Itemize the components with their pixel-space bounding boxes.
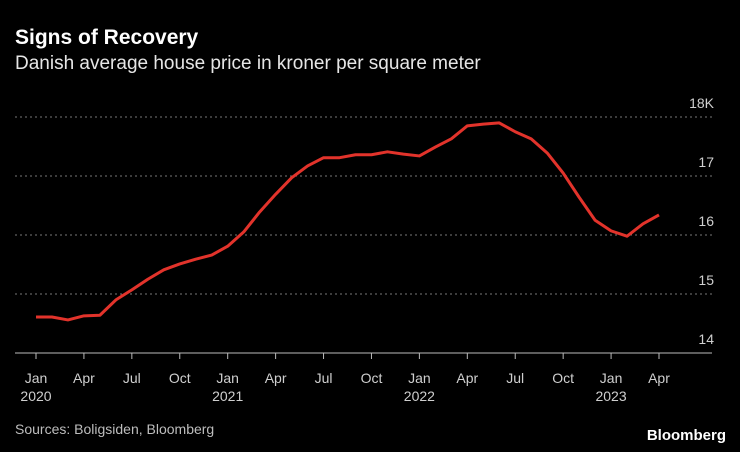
x-tick-label: Apr — [456, 370, 478, 386]
y-tick-label: 15 — [698, 272, 714, 288]
source-note: Sources: Boligsiden, Bloomberg — [15, 421, 214, 437]
x-tick-label: Oct — [361, 370, 383, 386]
x-tick-year: 2020 — [20, 388, 51, 404]
x-tick-label: Apr — [73, 370, 95, 386]
data-line — [36, 121, 660, 322]
y-tick-label: 14 — [698, 331, 714, 347]
x-tick-label: Apr — [648, 370, 670, 386]
x-tick-year: 2021 — [212, 388, 243, 404]
x-tick-label: Jan — [408, 370, 431, 386]
brand-logo: Bloomberg — [647, 427, 726, 444]
x-tick-label: Apr — [265, 370, 287, 386]
x-tick-year: 2023 — [595, 388, 626, 404]
chart-title: Signs of Recovery — [15, 26, 199, 49]
x-tick-label: Jul — [123, 370, 141, 386]
y-tick-label: 17 — [698, 154, 714, 170]
x-tick-label: Jan — [25, 370, 48, 386]
x-tick-label: Jul — [315, 370, 333, 386]
chart-subtitle: Danish average house price in kroner per… — [15, 53, 481, 74]
y-tick-label: 16 — [698, 213, 714, 229]
x-tick-label: Oct — [552, 370, 574, 386]
x-tick-label: Jan — [600, 370, 623, 386]
x-tick-year: 2022 — [404, 388, 435, 404]
y-tick-label: 18K — [689, 95, 715, 111]
x-tick-label: Jan — [216, 370, 239, 386]
x-tick-label: Jul — [506, 370, 524, 386]
x-tick-label: Oct — [169, 370, 191, 386]
